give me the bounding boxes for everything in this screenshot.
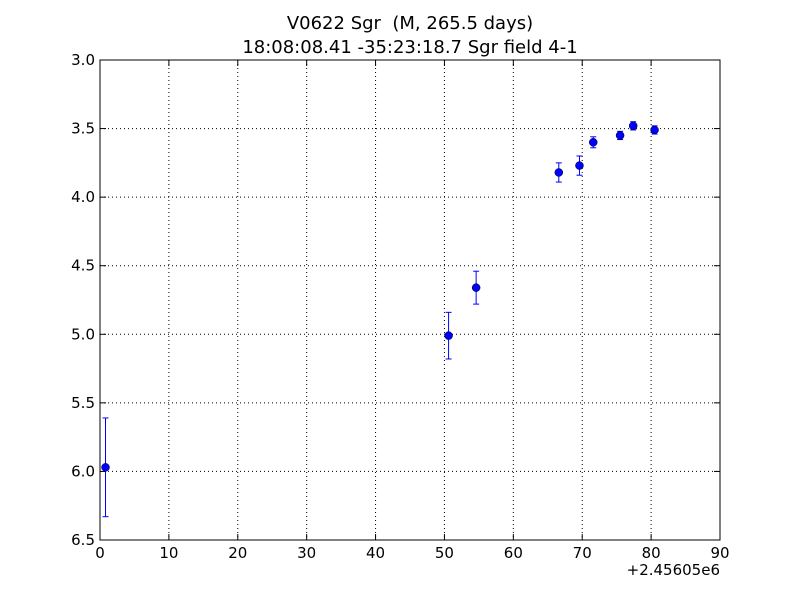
x-tick-label: 0 [95, 544, 105, 562]
data-marker [471, 283, 481, 292]
x-tick-label: 20 [228, 544, 247, 562]
data-point [444, 311, 453, 360]
data-point [615, 130, 625, 141]
data-series [101, 121, 659, 518]
x-offset-label: +2.45605e6 [627, 561, 720, 579]
data-point [575, 155, 584, 176]
y-tick-label: 4.5 [71, 257, 95, 275]
y-tick-label: 6.5 [71, 531, 95, 549]
x-tick-label: 40 [366, 544, 385, 562]
x-tick-label: 30 [297, 544, 316, 562]
y-tick-label: 3.5 [71, 120, 95, 138]
tick-labels: 0 10 20 30 40 50 60 70 80 90 3.0 3.5 4.0 4.5 5.0 5.5 6.0… [71, 51, 729, 562]
data-point [588, 136, 598, 149]
x-tick-label: 80 [642, 544, 661, 562]
y-tick-label: 6.0 [71, 462, 95, 480]
y-tick-label: 4.0 [71, 188, 95, 206]
data-marker [575, 161, 584, 170]
y-tick-label: 5.0 [71, 325, 95, 343]
y-tick-label: 5.5 [71, 394, 95, 412]
data-point [650, 125, 659, 135]
y-tick-label: 3.0 [71, 51, 95, 69]
x-tick-label: 90 [710, 544, 729, 562]
chart-title-line1: V0622 Sgr (M, 265.5 days) [287, 13, 533, 34]
data-marker [444, 331, 453, 340]
data-marker [628, 121, 638, 131]
data-marker [588, 138, 598, 147]
x-tick-label: 60 [504, 544, 523, 562]
chart-title-line2: 18:08:08.41 -35:23:18.7 Sgr field 4-1 [242, 37, 577, 58]
plot-area-frame [99, 59, 721, 541]
x-tick-label: 70 [573, 544, 592, 562]
grid-lines [100, 60, 720, 540]
data-point [628, 121, 638, 131]
data-marker [615, 131, 625, 140]
data-point [554, 162, 564, 183]
data-marker [650, 125, 659, 135]
x-tick-label: 10 [159, 544, 178, 562]
x-tick-label: 50 [435, 544, 454, 562]
data-point [471, 270, 481, 305]
data-marker [554, 168, 564, 177]
data-marker [101, 463, 110, 472]
data-point [101, 417, 110, 518]
